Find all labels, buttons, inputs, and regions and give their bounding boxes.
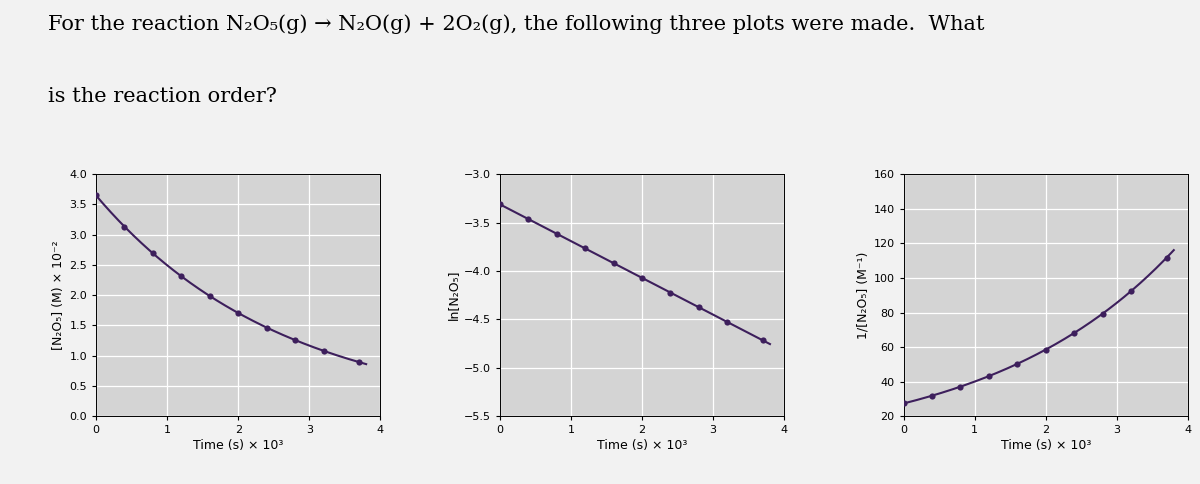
Text: is the reaction order?: is the reaction order? bbox=[48, 87, 277, 106]
Point bbox=[604, 259, 623, 267]
Point bbox=[923, 392, 942, 400]
Point bbox=[718, 318, 737, 326]
Point bbox=[894, 400, 913, 408]
X-axis label: Time (s) × 10³: Time (s) × 10³ bbox=[596, 439, 688, 453]
Point bbox=[979, 372, 998, 380]
Point bbox=[547, 230, 566, 238]
Point bbox=[1008, 360, 1027, 368]
Point bbox=[661, 288, 680, 296]
Point bbox=[286, 336, 305, 344]
Point bbox=[1037, 346, 1056, 353]
Y-axis label: [N₂O₅] (M) × 10⁻²: [N₂O₅] (M) × 10⁻² bbox=[52, 241, 65, 350]
X-axis label: Time (s) × 10³: Time (s) × 10³ bbox=[193, 439, 283, 453]
X-axis label: Time (s) × 10³: Time (s) × 10³ bbox=[1001, 439, 1091, 453]
Y-axis label: ln[N₂O₅]: ln[N₂O₅] bbox=[446, 270, 460, 320]
Point bbox=[950, 383, 970, 391]
Point bbox=[518, 215, 538, 223]
Point bbox=[228, 309, 247, 317]
Point bbox=[491, 200, 510, 208]
Point bbox=[576, 244, 595, 252]
Y-axis label: 1/[N₂O₅] (M⁻¹): 1/[N₂O₅] (M⁻¹) bbox=[857, 252, 869, 339]
Text: For the reaction N₂O₅(g) → N₂O(g) + 2O₂(g), the following three plots were made.: For the reaction N₂O₅(g) → N₂O(g) + 2O₂(… bbox=[48, 15, 984, 34]
Point bbox=[1122, 287, 1141, 295]
Point bbox=[632, 274, 652, 282]
Point bbox=[314, 347, 334, 355]
Point bbox=[115, 223, 134, 230]
Point bbox=[754, 336, 773, 344]
Point bbox=[1064, 329, 1084, 337]
Point bbox=[86, 192, 106, 199]
Point bbox=[1157, 254, 1176, 261]
Point bbox=[689, 303, 708, 311]
Point bbox=[143, 249, 162, 257]
Point bbox=[200, 292, 220, 300]
Point bbox=[349, 358, 368, 366]
Point bbox=[1093, 310, 1112, 318]
Point bbox=[172, 272, 191, 280]
Point bbox=[257, 324, 276, 332]
